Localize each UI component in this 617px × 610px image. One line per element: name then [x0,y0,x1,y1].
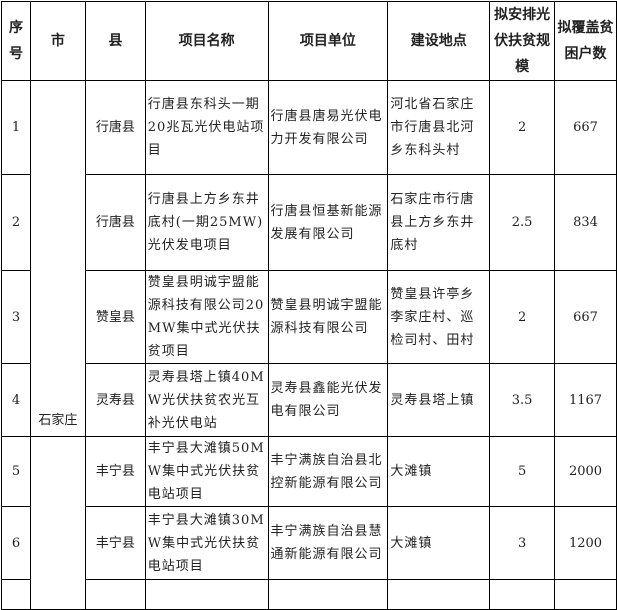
cell-no: 3 [1,270,31,364]
cell-empty [144,579,269,610]
header-row: 序号 市 县 项目名称 项目单位 建设地点 拟安排光伏扶贫规模 拟覆盖贫困户数 [1,1,617,81]
cell-scale: 2 [489,80,556,175]
cell-households: 2000 [554,436,617,507]
table-row: 2 行唐县 行唐县上方乡东井底村(一期25MW)光伏发电项目 行唐县恒基新能源发… [1,174,617,271]
cell-county: 行唐县 [84,80,146,175]
header-no: 序号 [1,1,31,81]
cell-project-name: 丰宁县大滩镇30MW集中式光伏扶贫电站项目 [144,506,269,580]
header-city: 市 [29,1,86,81]
cell-county: 灵寿县 [84,363,146,437]
cell-no: 2 [1,174,31,271]
cell-project-unit: 灵寿县鑫能光伏发电有限公司 [267,363,389,437]
cell-empty [84,579,146,610]
cell-empty [387,579,491,610]
cell-county: 赞皇县 [84,270,146,364]
cell-site: 赞皇县许亭乡李家庄村、巡检司村、田村 [387,270,491,364]
cell-households: 667 [554,270,617,364]
cell-households: 1200 [554,506,617,580]
table-row: 1 石家庄 行唐县 行唐县东科头一期20兆瓦光伏电站项目 行唐县唐易光伏电力开发… [1,80,617,437]
cell-scale: 5 [489,436,556,507]
cell-no: 6 [1,506,31,580]
cell-project-unit: 行唐县唐易光伏电力开发有限公司 [267,80,389,175]
cell-county: 行唐县 [84,174,146,271]
table-row: 5 丰宁县 丰宁县大滩镇50MW集中式光伏扶贫电站项目 丰宁满族自治县北控新能源… [1,436,617,610]
cell-county: 丰宁县 [84,506,146,580]
cell-project-unit: 丰宁满族自治县慧通新能源有限公司 [267,506,389,580]
cell-project-unit: 丰宁满族自治县北控新能源有限公司 [267,436,389,507]
cell-city: 石家庄 [29,80,86,437]
cell-no: 1 [1,80,31,175]
header-scale: 拟安排光伏扶贫规模 [489,1,556,81]
cell-project-name: 行唐县上方乡东井底村(一期25MW)光伏发电项目 [144,174,269,271]
cell-households: 1167 [554,363,617,437]
header-county: 县 [84,1,146,81]
cell-empty [554,579,617,610]
table-row: 3 赞皇县 赞皇县明诚宇盟能源科技有限公司20MW集中式光伏扶贫项目 赞皇县明诚… [1,270,617,364]
cell-site: 石家庄市行唐县上方乡东井底村 [387,174,491,271]
cell-empty [267,579,389,610]
cell-project-name: 丰宁县大滩镇50MW集中式光伏扶贫电站项目 [144,436,269,507]
cell-city [29,436,86,610]
cell-scale: 3.5 [489,363,556,437]
cell-project-name: 赞皇县明诚宇盟能源科技有限公司20MW集中式光伏扶贫项目 [144,270,269,364]
cell-site: 大滩镇 [387,506,491,580]
cell-scale: 2 [489,270,556,364]
header-project-unit: 项目单位 [267,1,389,81]
cell-households: 667 [554,80,617,175]
header-project-name: 项目名称 [144,1,269,81]
header-households: 拟覆盖贫困户数 [554,1,617,81]
table-row: 6 丰宁县 丰宁县大滩镇30MW集中式光伏扶贫电站项目 丰宁满族自治县慧通新能源… [1,506,617,580]
table-row: 4 灵寿县 灵寿县塔上镇40MW光伏扶贫农光互补光伏电站 灵寿县鑫能光伏发电有限… [1,363,617,437]
cell-no: 4 [1,363,31,437]
cell-scale: 2.5 [489,174,556,271]
cell-project-name: 行唐县东科头一期20兆瓦光伏电站项目 [144,80,269,175]
cell-project-unit: 赞皇县明诚宇盟能源科技有限公司 [267,270,389,364]
cell-project-name: 灵寿县塔上镇40MW光伏扶贫农光互补光伏电站 [144,363,269,437]
cell-households: 834 [554,174,617,271]
cell-project-unit: 行唐县恒基新能源发展有限公司 [267,174,389,271]
cell-scale: 3 [489,506,556,580]
cell-no: 5 [1,436,31,507]
cell-site: 河北省石家庄市行唐县北河乡东科头村 [387,80,491,175]
header-site: 建设地点 [387,1,491,81]
cell-county: 丰宁县 [84,436,146,507]
table-row-partial [1,579,617,610]
cell-site: 灵寿县塔上镇 [387,363,491,437]
cell-empty [1,579,31,610]
cell-empty [489,579,556,610]
cell-site: 大滩镇 [387,436,491,507]
